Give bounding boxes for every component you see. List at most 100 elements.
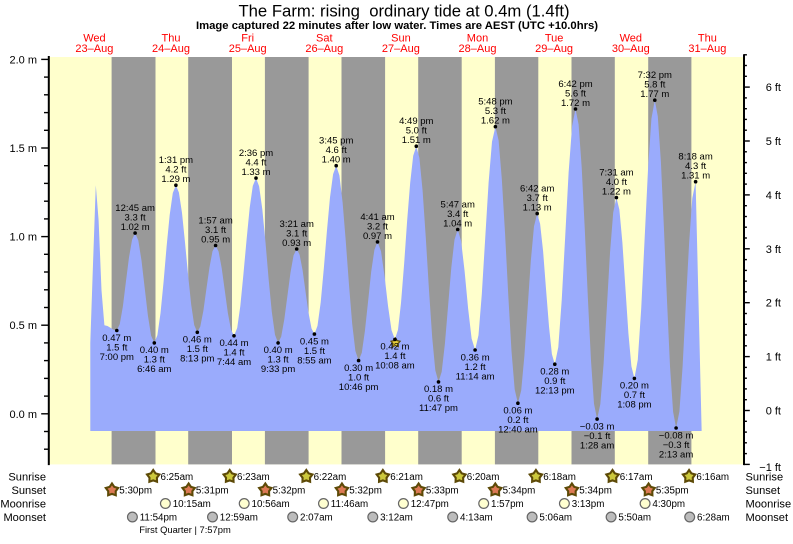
svg-text:3.1 ft: 3.1 ft xyxy=(286,228,307,239)
svg-text:Moonrise: Moonrise xyxy=(746,498,792,510)
svg-text:1 ft: 1 ft xyxy=(766,352,781,364)
svg-text:2:07am: 2:07am xyxy=(300,513,333,524)
svg-text:0.42 m: 0.42 m xyxy=(380,342,409,353)
svg-text:The Farm: rising ordinary tid: The Farm: rising ordinary tide at 0.4m (… xyxy=(238,2,569,21)
svg-text:0.06 m: 0.06 m xyxy=(503,406,532,417)
svg-text:Moonset: Moonset xyxy=(3,512,46,524)
svg-text:−0.1 ft: −0.1 ft xyxy=(584,431,611,442)
svg-text:4.0 ft: 4.0 ft xyxy=(606,177,627,188)
svg-text:Moonset: Moonset xyxy=(746,512,789,524)
svg-text:0.20 m: 0.20 m xyxy=(620,381,649,392)
svg-text:Thu: Thu xyxy=(698,32,717,44)
svg-text:5:30pm: 5:30pm xyxy=(119,486,152,497)
svg-text:1.3 ft: 1.3 ft xyxy=(144,355,165,366)
svg-text:Sunrise: Sunrise xyxy=(746,471,784,483)
svg-text:0.36 m: 0.36 m xyxy=(461,352,490,363)
svg-text:3.3 ft: 3.3 ft xyxy=(125,213,146,224)
svg-text:10:56am: 10:56am xyxy=(252,499,290,510)
svg-text:6 ft: 6 ft xyxy=(766,82,781,94)
svg-text:0.18 m: 0.18 m xyxy=(424,384,453,395)
svg-text:4.4 ft: 4.4 ft xyxy=(245,158,266,169)
svg-text:1.29 m: 1.29 m xyxy=(161,174,190,185)
svg-text:1.02 m: 1.02 m xyxy=(121,222,150,233)
svg-text:4.3 ft: 4.3 ft xyxy=(685,161,706,172)
svg-text:0.28 m: 0.28 m xyxy=(540,367,569,378)
svg-text:4:13am: 4:13am xyxy=(460,513,493,524)
svg-text:Wed: Wed xyxy=(83,32,105,44)
svg-text:0.44 m: 0.44 m xyxy=(219,338,248,349)
svg-text:2 ft: 2 ft xyxy=(766,298,781,310)
svg-text:1:08 pm: 1:08 pm xyxy=(617,400,651,411)
svg-text:3.4 ft: 3.4 ft xyxy=(447,209,468,220)
svg-text:4:49 pm: 4:49 pm xyxy=(399,116,433,127)
svg-text:23–Aug: 23–Aug xyxy=(75,43,113,55)
svg-text:1.22 m: 1.22 m xyxy=(602,187,631,198)
svg-text:Thu: Thu xyxy=(162,32,181,44)
svg-text:1.31 m: 1.31 m xyxy=(681,171,710,182)
svg-text:Fri: Fri xyxy=(241,32,254,44)
svg-text:6:46 am: 6:46 am xyxy=(137,364,171,375)
svg-text:2:36 pm: 2:36 pm xyxy=(239,148,273,159)
svg-text:4.2 ft: 4.2 ft xyxy=(165,165,186,176)
svg-text:3.7 ft: 3.7 ft xyxy=(527,193,548,204)
svg-text:12:40 am: 12:40 am xyxy=(498,425,538,436)
svg-text:6:28am: 6:28am xyxy=(697,513,730,524)
svg-text:7:00 pm: 7:00 pm xyxy=(100,352,134,363)
svg-text:12:59am: 12:59am xyxy=(220,513,258,524)
svg-text:11:47 pm: 11:47 pm xyxy=(419,403,458,414)
svg-text:1.5 m: 1.5 m xyxy=(9,143,37,155)
svg-text:1.2 ft: 1.2 ft xyxy=(465,362,486,373)
svg-text:0.47 m: 0.47 m xyxy=(102,333,131,344)
svg-text:6:22am: 6:22am xyxy=(314,472,347,483)
svg-text:12:47pm: 12:47pm xyxy=(411,499,449,510)
svg-text:5:32pm: 5:32pm xyxy=(349,486,382,497)
svg-text:6:42 pm: 6:42 pm xyxy=(558,79,592,90)
svg-text:8:13 pm: 8:13 pm xyxy=(180,354,214,365)
svg-text:3:45 pm: 3:45 pm xyxy=(319,136,353,147)
svg-text:6:25am: 6:25am xyxy=(161,472,194,483)
svg-text:6:16am: 6:16am xyxy=(696,472,729,483)
svg-text:5:47 am: 5:47 am xyxy=(441,199,475,210)
svg-text:0 ft: 0 ft xyxy=(766,406,781,418)
svg-text:3.1 ft: 3.1 ft xyxy=(205,225,226,236)
svg-text:1:57pm: 1:57pm xyxy=(491,499,524,510)
svg-text:1.72 m: 1.72 m xyxy=(561,98,590,109)
svg-text:6:20am: 6:20am xyxy=(467,472,500,483)
svg-text:11:14 am: 11:14 am xyxy=(456,371,495,382)
svg-text:Mon: Mon xyxy=(467,32,488,44)
svg-text:3:13pm: 3:13pm xyxy=(572,499,605,510)
svg-text:0.97 m: 0.97 m xyxy=(363,231,392,242)
svg-text:27–Aug: 27–Aug xyxy=(382,43,420,55)
svg-text:11:54pm: 11:54pm xyxy=(140,513,177,524)
svg-text:5.6 ft: 5.6 ft xyxy=(565,88,586,99)
svg-text:4 ft: 4 ft xyxy=(766,190,781,202)
svg-text:6:18am: 6:18am xyxy=(543,472,576,483)
svg-text:Sunset: Sunset xyxy=(746,485,781,497)
svg-text:1.5 ft: 1.5 ft xyxy=(187,344,208,355)
svg-text:12:13 pm: 12:13 pm xyxy=(535,386,575,397)
svg-text:Sunrise: Sunrise xyxy=(8,471,46,483)
svg-text:6:21am: 6:21am xyxy=(390,472,423,483)
svg-text:First Quarter | 7:57pm: First Quarter | 7:57pm xyxy=(139,524,231,535)
svg-text:5:35pm: 5:35pm xyxy=(656,486,689,497)
svg-text:24–Aug: 24–Aug xyxy=(152,43,190,55)
svg-text:1:28 am: 1:28 am xyxy=(580,440,614,451)
svg-text:8:55 am: 8:55 am xyxy=(297,355,331,366)
svg-text:Moonrise: Moonrise xyxy=(0,498,46,510)
svg-text:7:32 pm: 7:32 pm xyxy=(638,70,672,81)
svg-text:5:06am: 5:06am xyxy=(539,513,572,524)
svg-text:1.3 ft: 1.3 ft xyxy=(268,355,289,366)
svg-text:4:41 am: 4:41 am xyxy=(360,212,394,223)
svg-text:−0.3 ft: −0.3 ft xyxy=(663,440,690,451)
svg-text:8:18 am: 8:18 am xyxy=(678,152,712,163)
svg-text:0.30 m: 0.30 m xyxy=(344,363,373,374)
svg-text:2:13 am: 2:13 am xyxy=(659,449,693,460)
svg-text:1.62 m: 1.62 m xyxy=(481,116,510,127)
svg-text:Sun: Sun xyxy=(391,32,411,44)
svg-text:3 ft: 3 ft xyxy=(766,244,781,256)
svg-text:1.0 m: 1.0 m xyxy=(9,232,37,244)
svg-text:1.4 ft: 1.4 ft xyxy=(223,348,244,359)
svg-text:1.04 m: 1.04 m xyxy=(443,218,472,229)
svg-text:5:48 pm: 5:48 pm xyxy=(478,97,512,108)
svg-text:5:33pm: 5:33pm xyxy=(426,486,459,497)
